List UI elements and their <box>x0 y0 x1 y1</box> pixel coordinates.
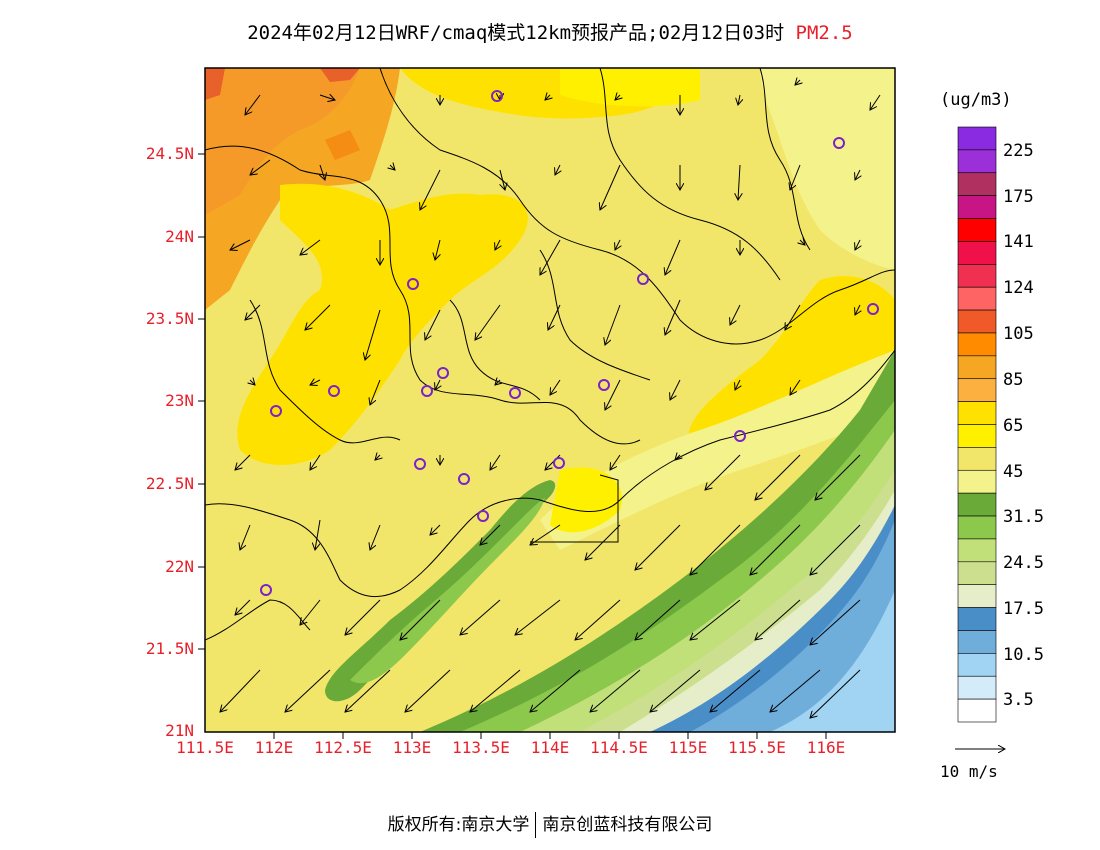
station-marker <box>509 387 521 399</box>
legend-label: 17.5 <box>1003 599 1044 619</box>
colorbar-swatch <box>957 195 997 219</box>
station-marker <box>734 430 746 442</box>
lon-label: 113.5E <box>452 738 510 757</box>
legend-label: 124 <box>1003 278 1034 298</box>
colorbar-swatch <box>957 172 997 196</box>
colorbar-swatch <box>957 378 997 402</box>
lon-label: 115.5E <box>728 738 786 757</box>
colorbar-swatch <box>957 309 997 334</box>
lat-label: 22N <box>165 557 194 576</box>
station-marker <box>260 584 272 596</box>
colorbar-swatch <box>957 401 997 425</box>
legend-label: 85 <box>1003 370 1024 390</box>
colorbar-swatch <box>957 492 997 517</box>
lon-label: 111.5E <box>176 738 234 757</box>
station-marker <box>407 278 419 290</box>
station-marker <box>421 385 433 397</box>
station-marker <box>867 303 879 315</box>
copyright-footer: 版权所有:南京大学 南京创蓝科技有限公司 <box>0 810 1100 838</box>
footer-company: 南京创蓝科技有限公司 <box>542 815 713 835</box>
lat-label: 24.5N <box>145 144 194 163</box>
colorbar-swatch <box>957 630 997 654</box>
pm25-field <box>205 68 895 732</box>
station-marker <box>437 367 449 379</box>
colorbar-swatch <box>957 218 997 242</box>
colorbar-swatch <box>957 584 997 608</box>
lon-label: 114E <box>530 738 570 757</box>
station-marker <box>598 379 610 391</box>
colorbar-swatch <box>957 241 997 265</box>
colorbar-swatch <box>957 264 997 288</box>
colorbar-swatch <box>957 149 997 174</box>
footer-owner: 版权所有:南京大学 <box>387 815 530 835</box>
colorbar-swatch <box>957 653 997 677</box>
station-marker <box>328 385 340 397</box>
lon-label: 112.5E <box>314 738 372 757</box>
wind-vectors <box>220 80 881 718</box>
colorbar-swatch <box>957 561 997 585</box>
legend-label: 141 <box>1003 232 1034 252</box>
reference-vector-label: 10 m/s <box>940 762 998 781</box>
lon-label: 116E <box>806 738 846 757</box>
colorbar-swatch <box>957 698 997 723</box>
colorbar-swatch <box>957 355 997 380</box>
colorbar-swatch <box>957 607 997 631</box>
colorbar <box>957 126 997 723</box>
lon-label: 112E <box>254 738 294 757</box>
legend-label: 24.5 <box>1003 553 1044 573</box>
colorbar-swatch <box>957 469 997 494</box>
legend-label: 105 <box>1003 324 1034 344</box>
colorbar-swatch <box>957 424 997 448</box>
lat-label: 24N <box>165 227 194 246</box>
lon-label: 115E <box>668 738 708 757</box>
legend-label: 45 <box>1003 462 1024 482</box>
colorbar-swatch <box>957 126 997 151</box>
footer-divider <box>535 812 537 838</box>
title-pollutant: PM2.5 <box>795 22 853 44</box>
legend-label: 31.5 <box>1003 507 1044 527</box>
colorbar-swatch <box>957 447 997 471</box>
station-marker <box>491 90 503 102</box>
station-marker <box>477 510 489 522</box>
colorbar-swatch <box>957 332 997 357</box>
station-marker <box>553 457 565 469</box>
station-marker <box>414 458 426 470</box>
legend-label: 225 <box>1003 141 1034 161</box>
legend-label: 10.5 <box>1003 645 1044 665</box>
title-prefix: 2024年02月12日WRF/cmaq模式12km预报产品;02月12日03时 <box>247 22 785 44</box>
axis-ticks <box>198 153 827 739</box>
colorbar-swatch <box>957 286 997 311</box>
lat-label: 21N <box>165 721 194 740</box>
legend-label: 3.5 <box>1003 690 1034 710</box>
station-marker <box>270 405 282 417</box>
station-marker <box>637 273 649 285</box>
lat-label: 21.5N <box>145 639 194 658</box>
lon-label: 114.5E <box>590 738 648 757</box>
page-title: 2024年02月12日WRF/cmaq模式12km预报产品;02月12日03时 … <box>0 18 1100 45</box>
legend-unit: (ug/m3) <box>940 90 1012 110</box>
monitoring-stations <box>260 90 879 596</box>
colorbar-swatch <box>957 538 997 563</box>
station-marker <box>458 473 470 485</box>
lat-label: 23.5N <box>145 309 194 328</box>
station-marker <box>833 137 845 149</box>
colorbar-swatch <box>957 675 997 700</box>
lat-label: 23N <box>165 391 194 410</box>
colorbar-swatch <box>957 515 997 540</box>
legend-label: 175 <box>1003 187 1034 207</box>
legend-label: 65 <box>1003 416 1024 436</box>
lon-label: 113E <box>392 738 432 757</box>
lat-label: 22.5N <box>145 474 194 493</box>
